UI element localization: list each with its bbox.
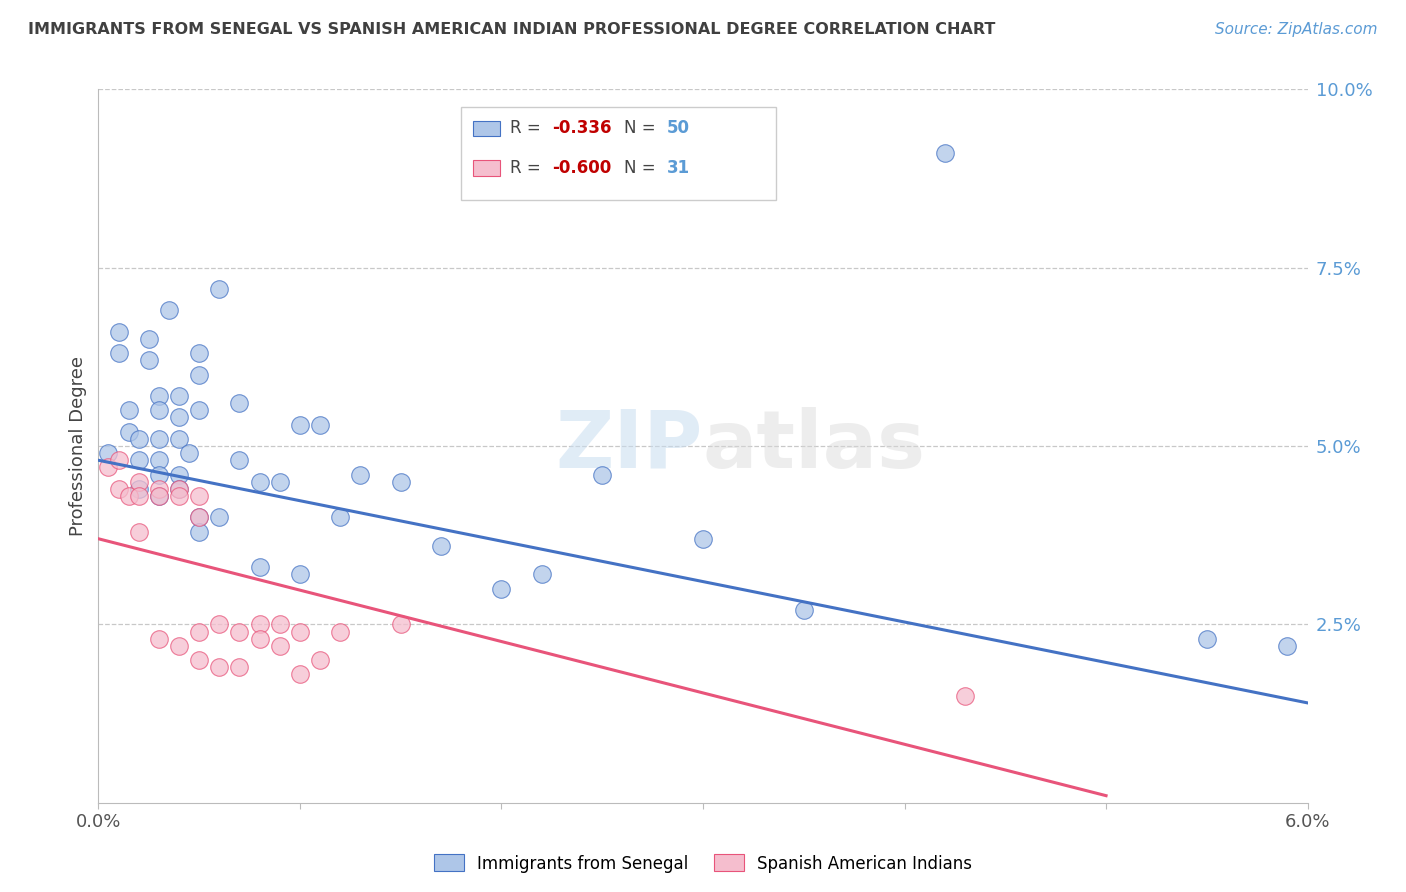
Point <box>188 624 211 639</box>
Point <box>97 446 120 460</box>
Point <box>179 446 201 460</box>
Point <box>128 524 150 539</box>
Point <box>329 624 352 639</box>
Point <box>148 489 170 503</box>
Point <box>288 624 311 639</box>
Point <box>530 567 553 582</box>
Point <box>389 475 412 489</box>
Point <box>692 532 714 546</box>
Point <box>228 660 250 674</box>
Point <box>188 489 211 503</box>
Legend: Immigrants from Senegal, Spanish American Indians: Immigrants from Senegal, Spanish America… <box>427 847 979 880</box>
Text: -0.336: -0.336 <box>553 120 612 137</box>
Point <box>349 467 371 482</box>
Point <box>269 475 291 489</box>
Point <box>128 432 150 446</box>
Point <box>269 617 291 632</box>
Point <box>591 467 613 482</box>
Point <box>934 146 956 161</box>
Point <box>288 667 311 681</box>
Point <box>188 510 211 524</box>
Point <box>249 617 271 632</box>
Point <box>208 282 231 296</box>
Point <box>128 475 150 489</box>
Point <box>107 325 129 339</box>
Point <box>953 689 976 703</box>
Point <box>288 417 311 432</box>
Point <box>491 582 513 596</box>
Point <box>148 403 170 417</box>
Point <box>118 489 141 503</box>
Point <box>167 482 190 496</box>
Point <box>128 453 150 467</box>
Point <box>228 396 250 410</box>
Point <box>167 410 190 425</box>
Point <box>148 467 170 482</box>
Text: N =: N = <box>624 120 661 137</box>
Point <box>1195 632 1218 646</box>
Point <box>148 489 170 503</box>
Point <box>167 639 190 653</box>
Point <box>167 389 190 403</box>
Point <box>138 332 160 346</box>
Point <box>148 389 170 403</box>
Point <box>167 482 190 496</box>
FancyBboxPatch shape <box>474 120 501 136</box>
Text: N =: N = <box>624 159 661 177</box>
Point <box>389 617 412 632</box>
Point <box>157 303 180 318</box>
Point <box>309 653 332 667</box>
Point <box>167 467 190 482</box>
Point <box>148 453 170 467</box>
Point <box>188 368 211 382</box>
Point <box>148 632 170 646</box>
Text: 31: 31 <box>666 159 690 177</box>
Text: 50: 50 <box>666 120 690 137</box>
Point <box>269 639 291 653</box>
Point <box>430 539 453 553</box>
Point <box>97 460 120 475</box>
Point <box>107 453 129 467</box>
Point <box>249 560 271 574</box>
Point <box>309 417 332 432</box>
Point <box>148 432 170 446</box>
Point <box>208 510 231 524</box>
FancyBboxPatch shape <box>461 107 776 200</box>
Point <box>208 617 231 632</box>
Point <box>188 346 211 360</box>
Point <box>118 425 141 439</box>
Point <box>329 510 352 524</box>
Point <box>128 482 150 496</box>
Point <box>249 475 271 489</box>
Point <box>793 603 815 617</box>
Point <box>167 489 190 503</box>
Point <box>107 482 129 496</box>
Text: R =: R = <box>509 159 546 177</box>
Point <box>167 432 190 446</box>
Point <box>138 353 160 368</box>
Text: IMMIGRANTS FROM SENEGAL VS SPANISH AMERICAN INDIAN PROFESSIONAL DEGREE CORRELATI: IMMIGRANTS FROM SENEGAL VS SPANISH AMERI… <box>28 22 995 37</box>
Text: Source: ZipAtlas.com: Source: ZipAtlas.com <box>1215 22 1378 37</box>
Point <box>188 403 211 417</box>
Text: ZIP: ZIP <box>555 407 703 485</box>
Point <box>148 482 170 496</box>
Point <box>107 346 129 360</box>
Point <box>128 489 150 503</box>
Text: atlas: atlas <box>703 407 927 485</box>
Point <box>208 660 231 674</box>
Point <box>188 524 211 539</box>
Point <box>118 403 141 417</box>
FancyBboxPatch shape <box>474 160 501 176</box>
Y-axis label: Professional Degree: Professional Degree <box>69 356 87 536</box>
Point <box>228 624 250 639</box>
Text: R =: R = <box>509 120 546 137</box>
Point <box>288 567 311 582</box>
Point <box>1277 639 1299 653</box>
Point <box>188 510 211 524</box>
Point <box>188 653 211 667</box>
Text: -0.600: -0.600 <box>553 159 612 177</box>
Point <box>228 453 250 467</box>
Point <box>249 632 271 646</box>
